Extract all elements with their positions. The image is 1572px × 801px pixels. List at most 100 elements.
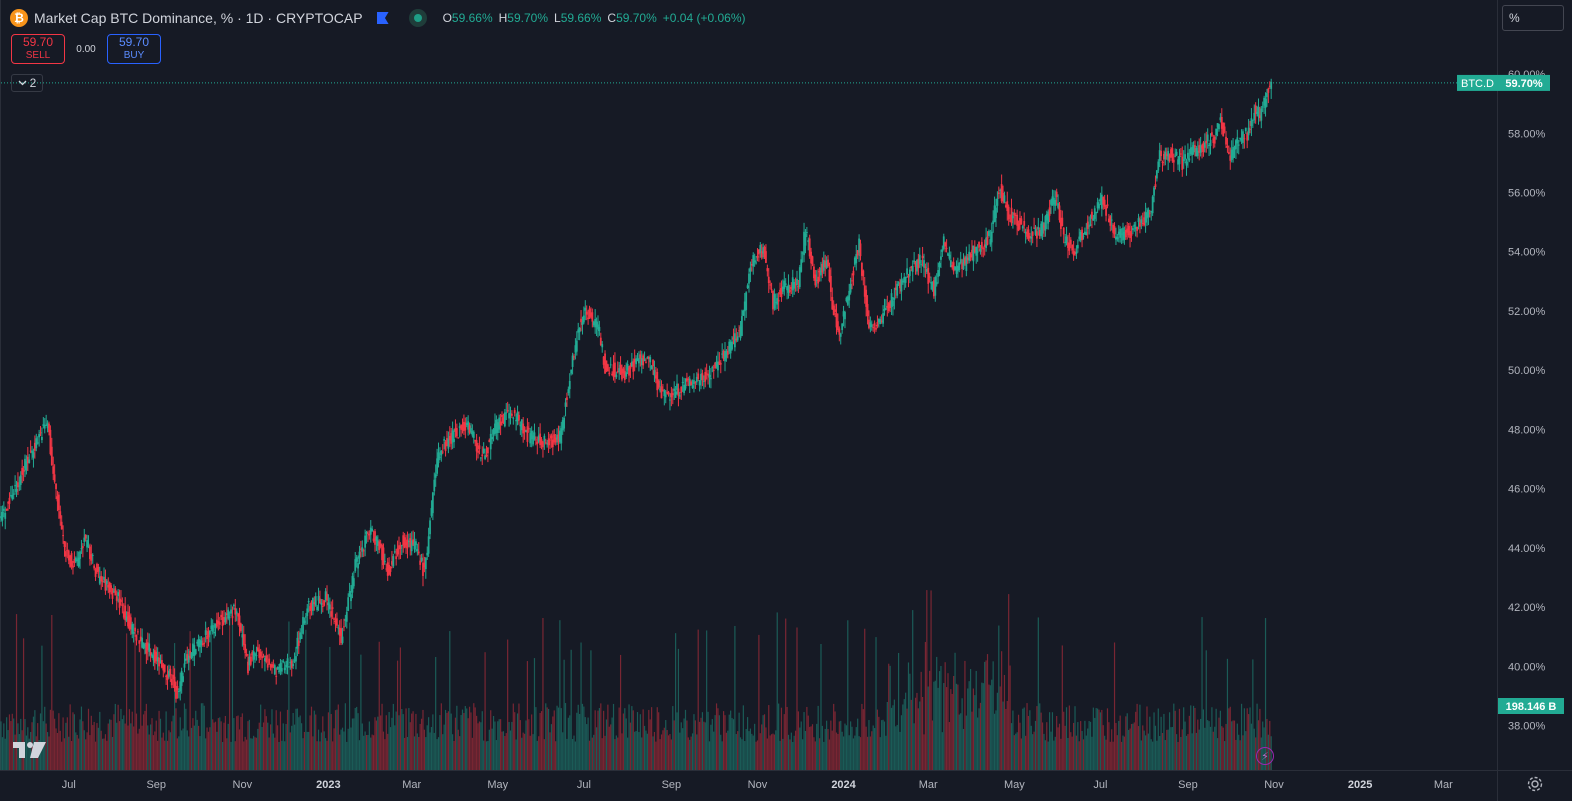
candle [619, 356, 622, 375]
volume-bar [549, 732, 551, 770]
volume-bar [562, 732, 564, 770]
volume-bar [310, 706, 313, 770]
candle-body [626, 364, 629, 371]
volume-bar [953, 675, 955, 770]
volume-bar [223, 722, 225, 770]
volume-bar [145, 703, 147, 770]
candle [224, 612, 227, 625]
candle-body [100, 576, 103, 582]
candle-body [1003, 195, 1006, 203]
candle [331, 599, 334, 620]
candle [1208, 143, 1210, 156]
candle [139, 628, 142, 642]
candle-body [1165, 153, 1168, 157]
candle [743, 293, 746, 321]
candle [379, 539, 382, 549]
sell-button[interactable]: 59.70 SELL [11, 34, 65, 64]
symbol-title[interactable]: Market Cap BTC Dominance, % · 1D · CRYPT… [34, 10, 363, 26]
volume-bar [1209, 726, 1212, 770]
candle-body [686, 378, 688, 382]
volume-bar [586, 724, 588, 770]
candle [1205, 131, 1208, 153]
candle [341, 627, 344, 645]
candle-body [1051, 196, 1054, 206]
candle-body [749, 267, 752, 272]
volume-bar [265, 716, 267, 770]
volume-bar [758, 634, 760, 770]
volume-bar [399, 647, 402, 770]
candle [46, 420, 49, 433]
candle-body [510, 413, 513, 416]
candle [769, 280, 772, 290]
volume-bar [896, 724, 898, 770]
candle-body [1024, 231, 1027, 234]
candle [323, 600, 326, 607]
candle [923, 253, 925, 278]
volume-bar [591, 737, 593, 770]
volume-bar [447, 711, 449, 770]
unit-selector[interactable]: % [1502, 5, 1564, 31]
candle-body [337, 627, 340, 629]
volume-bar [802, 739, 804, 770]
candle-body [0, 516, 2, 519]
volume-bar [739, 737, 742, 770]
candle-body [856, 250, 859, 256]
candle-body [261, 656, 263, 659]
candle [1232, 137, 1234, 163]
candle [560, 421, 563, 451]
candle-body [419, 560, 422, 565]
chart-pane[interactable] [0, 0, 1498, 770]
candle [784, 278, 787, 288]
candle [901, 278, 904, 285]
candle-body [1196, 150, 1199, 156]
candle-body [159, 660, 162, 663]
candle-body [59, 511, 62, 519]
volume-bar [436, 739, 438, 770]
candle-body [602, 356, 605, 365]
volume-bar [1017, 714, 1020, 770]
candle-body [1099, 198, 1102, 202]
volume-bar [1080, 721, 1082, 770]
volume-bar [151, 718, 153, 770]
volume-bar [526, 661, 529, 770]
candle [173, 668, 176, 692]
candle [654, 366, 657, 384]
indicators-toggle-button[interactable]: 2 [11, 74, 43, 92]
candle [858, 234, 860, 262]
candle-body [172, 674, 175, 680]
flag-icon[interactable] [376, 12, 389, 24]
x-tick-label: Nov [1264, 779, 1284, 791]
settings-gear-icon[interactable] [1526, 775, 1544, 793]
volume-bar [459, 736, 461, 770]
buy-button[interactable]: 59.70 BUY [107, 34, 161, 64]
candle-body [1076, 244, 1079, 249]
candle [765, 244, 767, 264]
volume-bar [1101, 709, 1103, 770]
candle [820, 261, 822, 282]
candle-body [842, 311, 845, 317]
flash-event-icon[interactable]: ⚡ [1256, 747, 1274, 765]
candle-body [813, 266, 815, 279]
tradingview-logo-icon[interactable] [13, 740, 47, 760]
candle [151, 652, 153, 659]
candle-body [746, 285, 749, 289]
volume-bar [809, 726, 811, 770]
candle [213, 622, 216, 639]
volume-bar [1257, 720, 1260, 770]
candle [313, 596, 316, 611]
y-tick-label: 44.00% [1508, 543, 1546, 555]
candle-body [988, 231, 990, 236]
candle-body [966, 257, 969, 261]
candle-body [993, 205, 996, 222]
volume-bar [1109, 741, 1111, 770]
candle-body [923, 260, 925, 268]
volume-bar [1126, 713, 1128, 770]
candle-body [1075, 251, 1078, 254]
volume-bar [724, 715, 726, 770]
candle [208, 629, 211, 643]
market-status-dot-icon[interactable] [408, 9, 427, 27]
candle-body [141, 637, 144, 648]
candle [266, 654, 269, 671]
volume-bar [296, 708, 298, 770]
